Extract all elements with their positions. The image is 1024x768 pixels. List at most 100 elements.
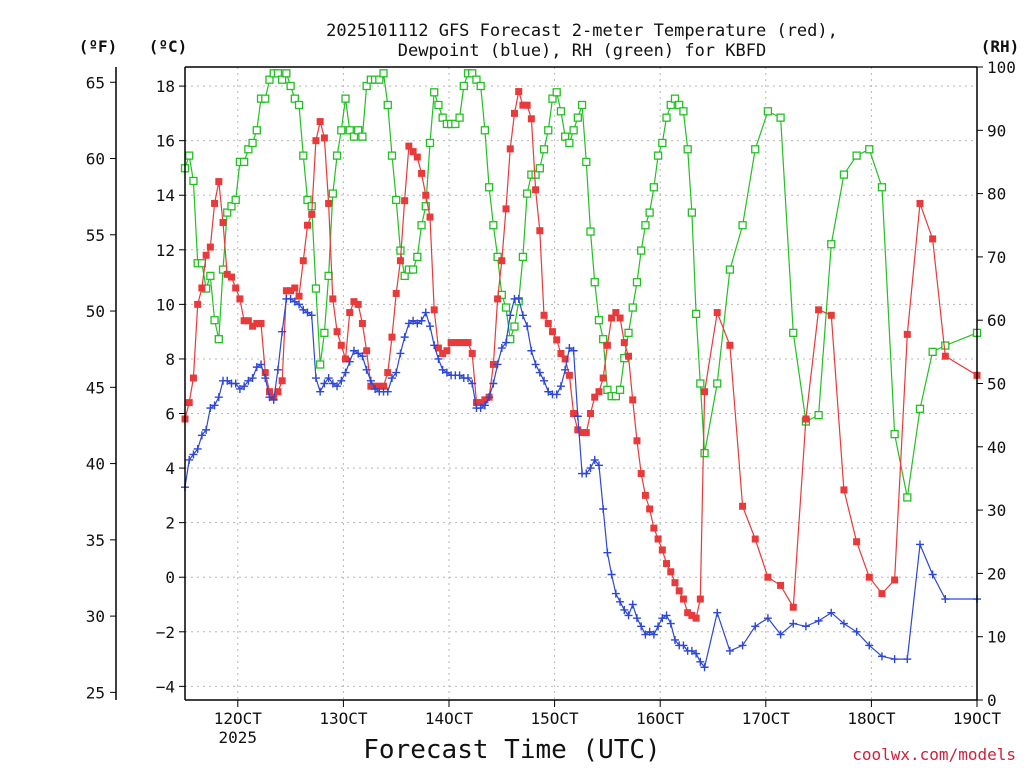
rh-point (421, 202, 430, 211)
dewpoint-point (915, 540, 924, 549)
temperature-point (489, 360, 497, 368)
dewpoint-point (387, 374, 396, 383)
x-tick-label: 14OCT (425, 709, 474, 728)
temperature-point (384, 369, 392, 377)
dewpoint-point (273, 365, 282, 374)
rh-point (687, 208, 697, 217)
temperature-point (354, 300, 362, 308)
dewpoint-point (527, 346, 536, 355)
dewpoint-point (261, 374, 270, 383)
rh-point (290, 94, 299, 103)
rh-tick-label: 50 (987, 375, 1006, 394)
rh-point (459, 81, 468, 91)
temperature-point (751, 535, 759, 543)
rh-point (332, 151, 342, 160)
dewpoint-point (337, 376, 346, 385)
temperature-point (903, 330, 911, 338)
rh-point (696, 379, 705, 388)
temperature-point (295, 292, 303, 300)
rh-point (544, 126, 553, 135)
temperature-point (540, 311, 548, 319)
dewpoint-point (751, 622, 760, 631)
fahrenheit-tick-label: 30 (86, 607, 105, 626)
dewpoint-point (404, 319, 413, 328)
dewpoint-point (725, 646, 734, 655)
temperature-point (587, 410, 595, 418)
temperature-point (468, 349, 476, 357)
temperature-point (426, 213, 434, 221)
temperature-point (206, 243, 214, 251)
dewpoint-point (223, 376, 232, 385)
temperature-point (675, 587, 683, 595)
dewpoint-point (349, 346, 358, 355)
dewpoint-point (341, 368, 350, 377)
dewpoint-point (193, 444, 202, 453)
rh-point (375, 75, 384, 84)
dewpoint-point (493, 360, 502, 369)
rh-point (738, 221, 747, 230)
dewpoint-point (371, 384, 380, 393)
temperature-point (658, 546, 666, 554)
dewpoint-point (278, 327, 287, 336)
rh-point (239, 157, 249, 167)
x-tick-year-label: 2025 (219, 728, 258, 747)
dewpoint-point (303, 308, 312, 317)
dewpoint-point (531, 360, 540, 369)
temperature-point (633, 437, 641, 445)
dewpoint-point (421, 308, 430, 317)
temperature-point (278, 377, 286, 385)
celsius-tick-label: 2 (165, 514, 175, 533)
dewpoint-point (197, 431, 206, 440)
temperature-point (570, 410, 578, 418)
temperature-point (561, 355, 569, 363)
temperature-point (232, 284, 240, 292)
dewpoint-point (662, 611, 671, 620)
dewpoint-point (713, 608, 722, 617)
temperature-point (510, 109, 518, 117)
x-tick-label: 17OCT (742, 709, 791, 728)
temperature-point (646, 505, 654, 513)
dewpoint-point (776, 630, 785, 639)
temperature-point (451, 339, 459, 347)
celsius-unit-label: (ºC) (149, 37, 188, 56)
fahrenheit-tick-label: 45 (86, 378, 105, 397)
dewpoint-point (941, 595, 950, 604)
temperature-point (565, 371, 573, 379)
temperature-point (840, 486, 848, 494)
rh-point (341, 94, 350, 103)
rh-tick-label: 70 (987, 248, 1006, 267)
temperature-point (265, 388, 273, 396)
temperature-point (413, 153, 421, 161)
rh-point (408, 265, 418, 274)
rh-point (839, 170, 849, 179)
temperature-point (777, 581, 785, 589)
temperature-point (739, 502, 747, 510)
temperature-point (333, 328, 341, 336)
rh-point (223, 208, 232, 217)
rh-point (417, 221, 426, 230)
rh-point (349, 132, 359, 141)
temperature-point (654, 535, 662, 543)
dewpoint-point (890, 655, 899, 664)
temperature-point (789, 603, 797, 611)
x-tick-label: 15OCT (531, 709, 580, 728)
celsius-tick-label: 4 (165, 459, 175, 478)
dewpoint-point (455, 371, 464, 380)
celsius-tick-label: 14 (156, 186, 175, 205)
rh-point (282, 69, 291, 78)
dewpoint-point (814, 616, 823, 625)
rh-point (206, 271, 215, 281)
dewpoint-point (594, 461, 603, 470)
temperature-point (612, 309, 620, 317)
rh-point (594, 316, 604, 325)
dewpoint-point (265, 393, 274, 402)
dewpoint-point (654, 622, 663, 631)
dewpoint-point (244, 376, 253, 385)
temperature-point (891, 576, 899, 584)
dewpoint-point (590, 455, 599, 464)
dewpoint-point (540, 376, 549, 385)
rh-point (214, 335, 223, 344)
rh-point (662, 113, 671, 122)
fahrenheit-tick-label: 40 (86, 455, 105, 474)
dewpoint-point (345, 357, 354, 366)
